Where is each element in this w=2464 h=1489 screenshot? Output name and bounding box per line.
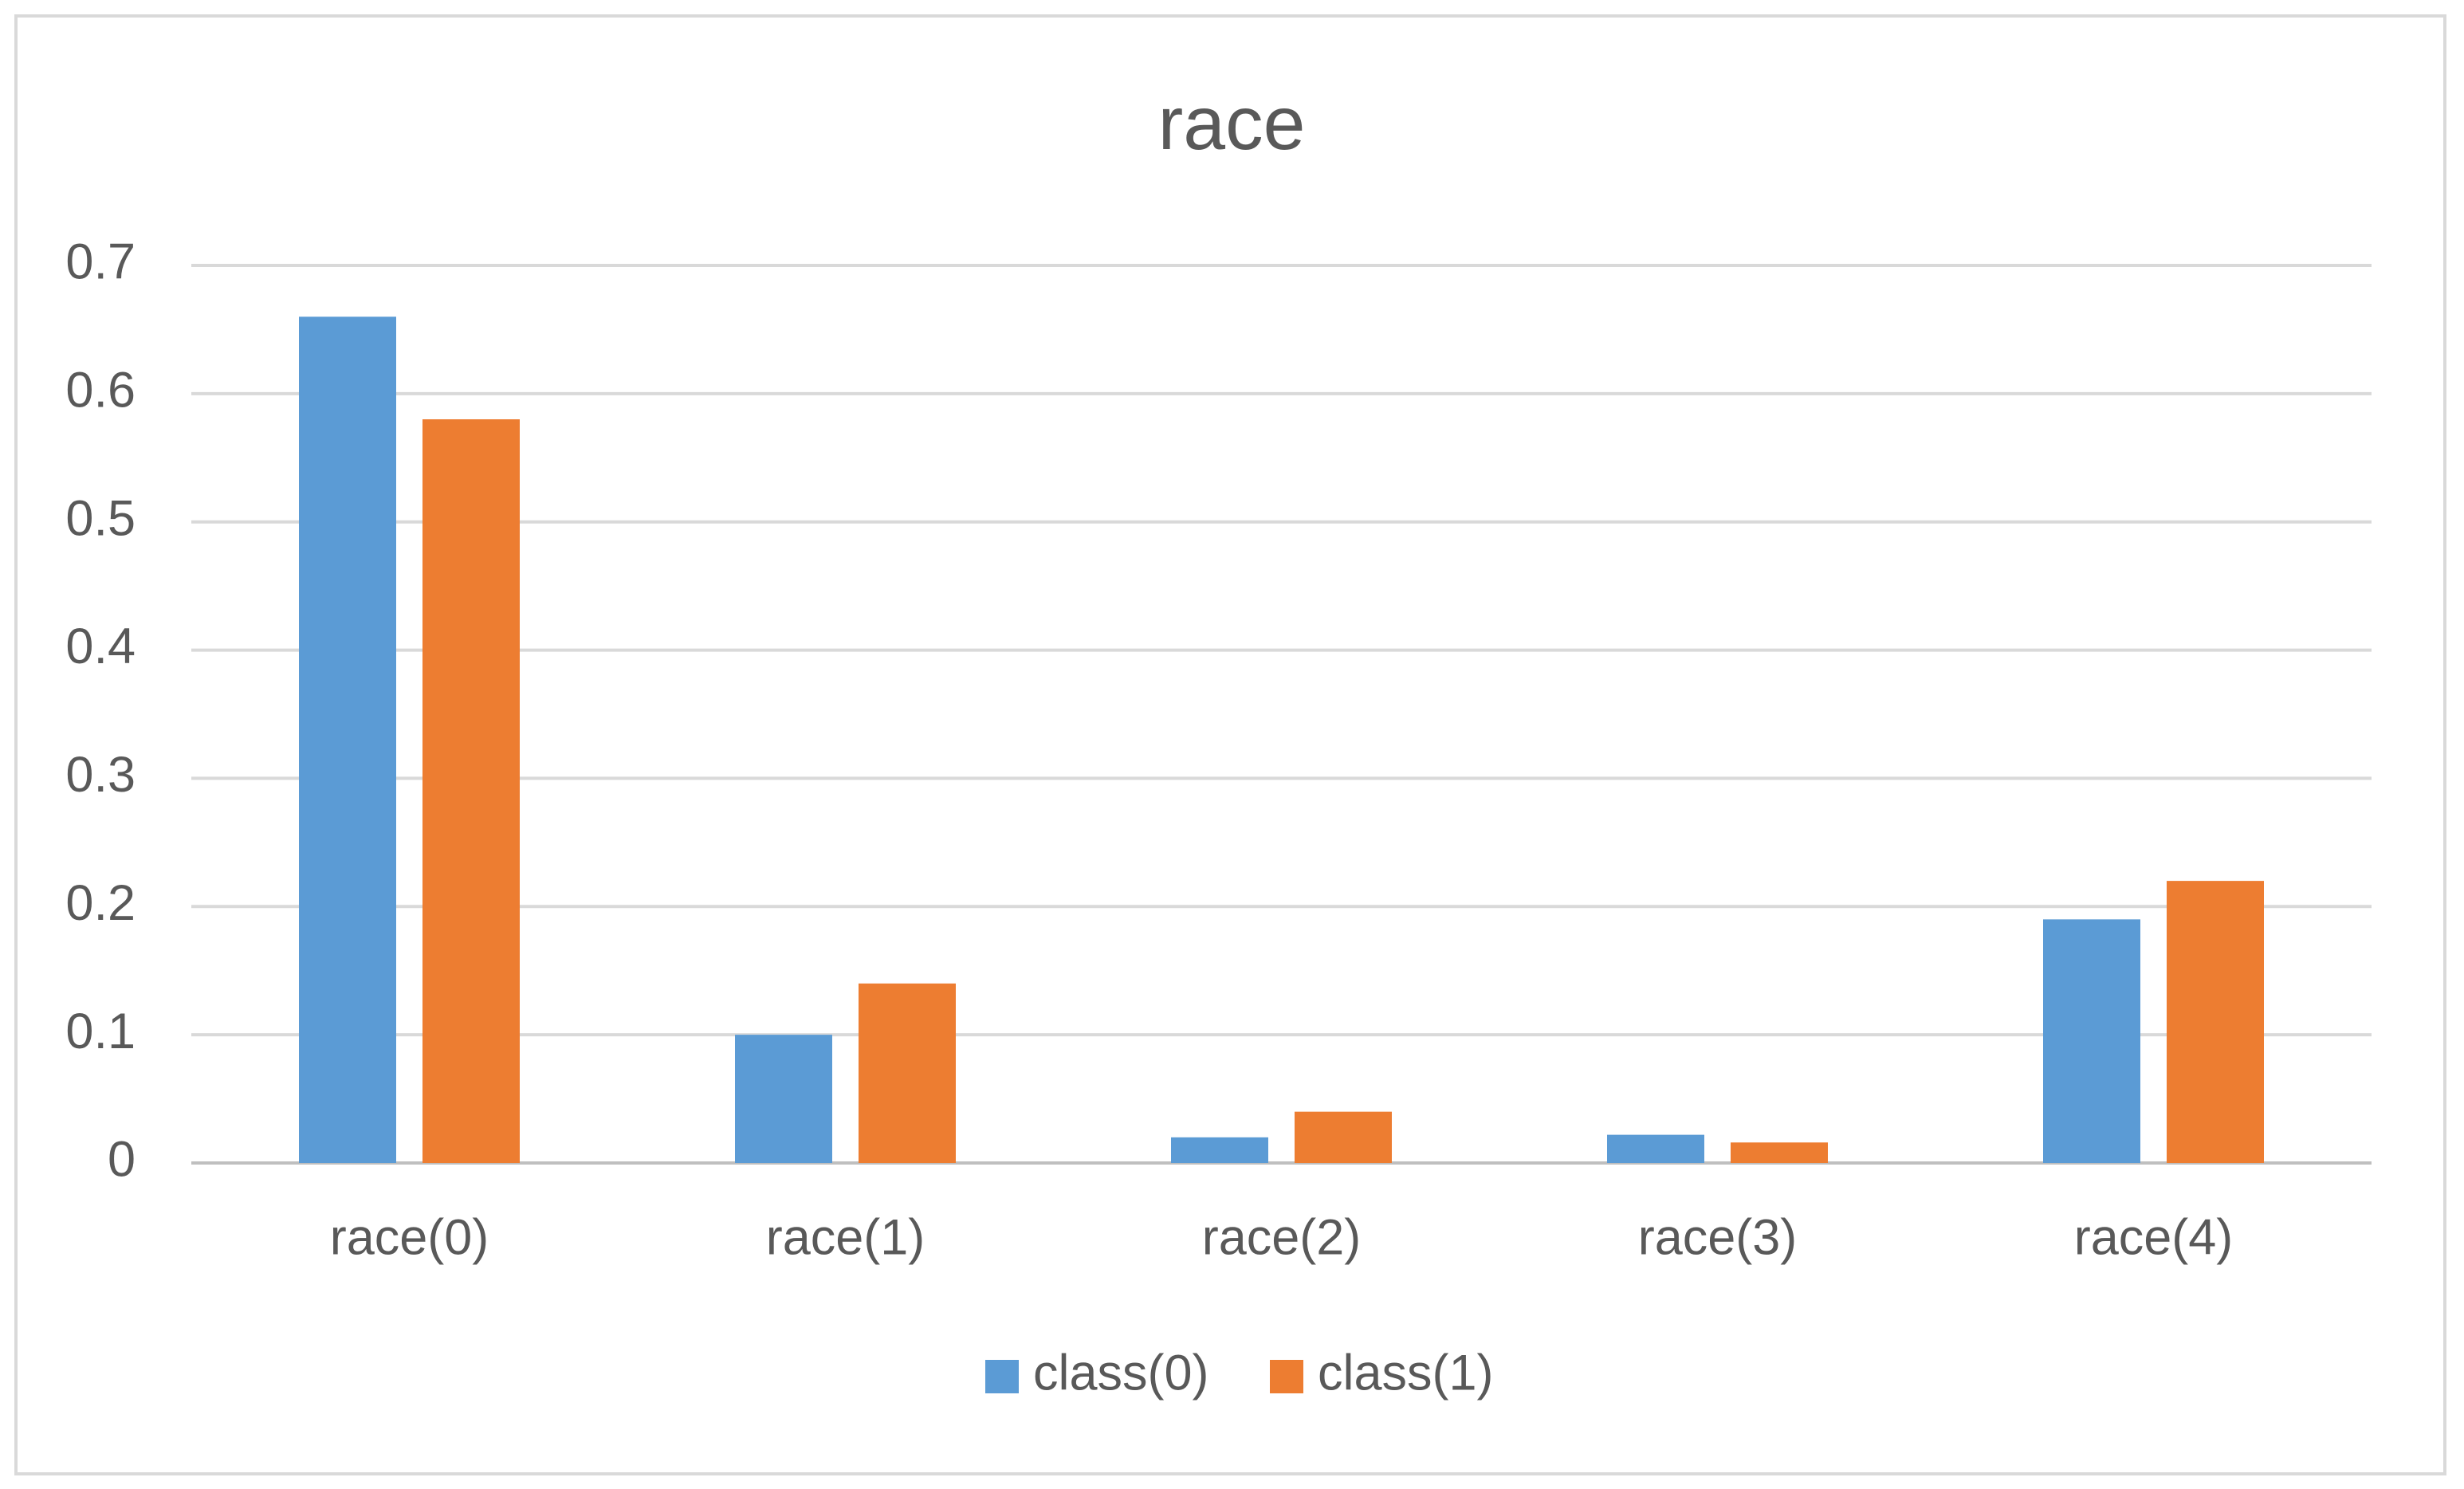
y-tick-label: 0.1 [65, 1004, 136, 1059]
legend-swatch [1270, 1360, 1303, 1393]
legend-label: class(1) [1318, 1346, 1494, 1401]
y-tick-label: 0.7 [65, 234, 136, 290]
bar [859, 983, 956, 1163]
chart-frame [14, 14, 2446, 1475]
y-tick-label: 0.3 [65, 747, 136, 803]
bar [1607, 1134, 1704, 1163]
bar [422, 419, 520, 1163]
x-tick-label: race(4) [2074, 1210, 2234, 1266]
x-tick-label: race(3) [1638, 1210, 1798, 1266]
bar [299, 316, 396, 1163]
y-tick-label: 0.5 [65, 490, 136, 546]
y-tick-label: 0.6 [65, 362, 136, 418]
y-tick-label: 0.4 [65, 619, 136, 674]
legend-swatch [985, 1360, 1019, 1393]
y-tick-label: 0 [108, 1132, 136, 1188]
bar [1295, 1111, 1392, 1163]
bar [735, 1035, 832, 1163]
legend-label: class(0) [1033, 1346, 1209, 1401]
chart-title: race [1158, 81, 1306, 166]
bar [1171, 1137, 1268, 1163]
bar [1731, 1142, 1828, 1163]
x-tick-label: race(1) [766, 1210, 925, 1266]
bar [2167, 881, 2264, 1163]
x-tick-label: race(0) [330, 1210, 489, 1266]
y-tick-label: 0.2 [65, 875, 136, 931]
x-tick-label: race(2) [1202, 1210, 1362, 1266]
bar [2043, 919, 2140, 1163]
